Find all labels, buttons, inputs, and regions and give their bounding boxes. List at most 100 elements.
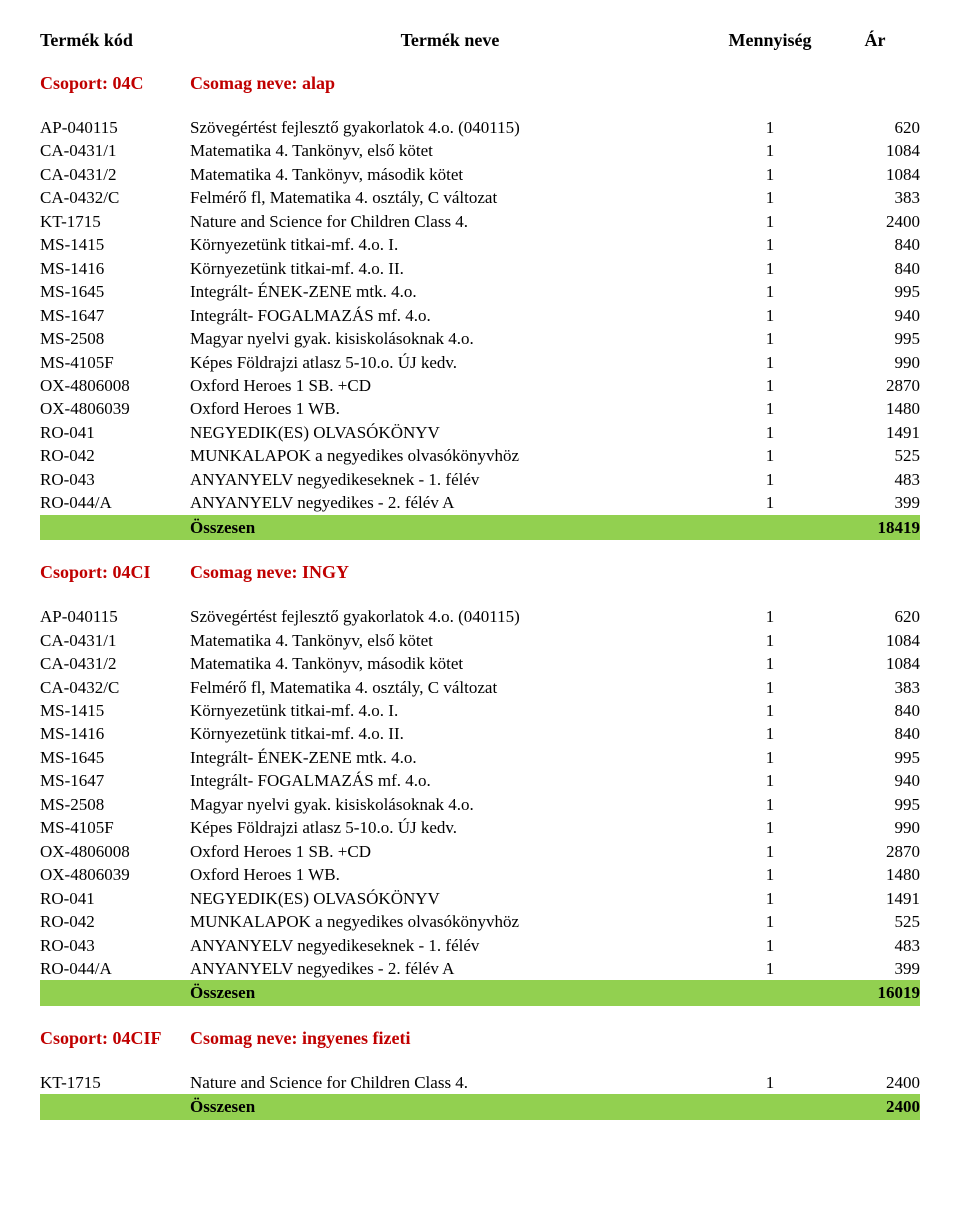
product-qty: 1: [710, 421, 830, 444]
group-header: Csoport: 04CIFCsomag neve: ingyenes fize…: [40, 1028, 920, 1049]
product-code: CA-0432/C: [40, 186, 190, 209]
table-row: CA-0431/1Matematika 4. Tankönyv, első kö…: [40, 629, 920, 652]
product-qty: 1: [710, 327, 830, 350]
table-row: MS-1647Integrált- FOGALMAZÁS mf. 4.o.194…: [40, 769, 920, 792]
product-name: Szövegértést fejlesztő gyakorlatok 4.o. …: [190, 116, 710, 139]
product-name: Nature and Science for Children Class 4.: [190, 210, 710, 233]
product-qty: 1: [710, 233, 830, 256]
product-name: ANYANYELV negyedikeseknek - 1. félév: [190, 934, 710, 957]
product-price: 483: [830, 468, 920, 491]
groups-container: Csoport: 04CCsomag neve: alapAP-040115Sz…: [40, 73, 920, 1120]
product-code: AP-040115: [40, 605, 190, 628]
product-price: 1084: [830, 139, 920, 162]
product-name: Matematika 4. Tankönyv, második kötet: [190, 652, 710, 675]
product-qty: 1: [710, 351, 830, 374]
table-row: RO-043ANYANYELV negyedikeseknek - 1. fél…: [40, 934, 920, 957]
table-row: MS-1645Integrált- ÉNEK-ZENE mtk. 4.o.199…: [40, 280, 920, 303]
product-code: RO-043: [40, 468, 190, 491]
table-row: OX-4806008Oxford Heroes 1 SB. +CD12870: [40, 374, 920, 397]
product-code: CA-0432/C: [40, 676, 190, 699]
product-price: 620: [830, 605, 920, 628]
group-package-name: Csomag neve: alap: [190, 73, 920, 94]
table-row: RO-041NEGYEDIK(ES) OLVASÓKÖNYV11491: [40, 887, 920, 910]
product-code: MS-4105F: [40, 816, 190, 839]
group-package-name: Csomag neve: INGY: [190, 562, 920, 583]
product-code: MS-1416: [40, 257, 190, 280]
column-header-qty: Mennyiség: [710, 30, 830, 51]
product-name: Matematika 4. Tankönyv, második kötet: [190, 163, 710, 186]
total-label: Összesen: [190, 515, 710, 541]
group-code: Csoport: 04CI: [40, 562, 190, 583]
product-qty: 1: [710, 468, 830, 491]
product-price: 1491: [830, 887, 920, 910]
product-name: NEGYEDIK(ES) OLVASÓKÖNYV: [190, 887, 710, 910]
product-price: 1084: [830, 652, 920, 675]
column-header-name: Termék neve: [190, 30, 710, 51]
product-price: 1480: [830, 397, 920, 420]
product-price: 2870: [830, 840, 920, 863]
product-name: Matematika 4. Tankönyv, első kötet: [190, 139, 710, 162]
product-price: 1480: [830, 863, 920, 886]
product-qty: 1: [710, 934, 830, 957]
product-code: MS-1647: [40, 769, 190, 792]
product-qty: 1: [710, 163, 830, 186]
product-code: OX-4806039: [40, 863, 190, 886]
product-qty: 1: [710, 840, 830, 863]
product-qty: 1: [710, 1071, 830, 1094]
product-price: 1084: [830, 163, 920, 186]
product-name: ANYANYELV negyedikes - 2. félév A: [190, 491, 710, 514]
product-name: Felmérő fl, Matematika 4. osztály, C vál…: [190, 186, 710, 209]
table-row: MS-4105FKépes Földrajzi atlasz 5-10.o. Ú…: [40, 816, 920, 839]
group-package-name: Csomag neve: ingyenes fizeti: [190, 1028, 920, 1049]
product-name: Nature and Science for Children Class 4.: [190, 1071, 710, 1094]
product-name: Magyar nyelvi gyak. kisiskolásoknak 4.o.: [190, 793, 710, 816]
product-qty: 1: [710, 280, 830, 303]
table-row: MS-1647Integrált- FOGALMAZÁS mf. 4.o.194…: [40, 304, 920, 327]
table-row: AP-040115Szövegértést fejlesztő gyakorla…: [40, 605, 920, 628]
product-price: 525: [830, 910, 920, 933]
group-block: Csoport: 04CIFCsomag neve: ingyenes fize…: [40, 1028, 920, 1120]
table-row: OX-4806039Oxford Heroes 1 WB.11480: [40, 397, 920, 420]
table-row: RO-042MUNKALAPOK a negyedikes olvasóköny…: [40, 444, 920, 467]
product-name: Képes Földrajzi atlasz 5-10.o. ÚJ kedv.: [190, 351, 710, 374]
product-code: RO-044/A: [40, 491, 190, 514]
product-qty: 1: [710, 397, 830, 420]
product-name: Képes Földrajzi atlasz 5-10.o. ÚJ kedv.: [190, 816, 710, 839]
product-name: ANYANYELV negyedikes - 2. félév A: [190, 957, 710, 980]
product-code: RO-043: [40, 934, 190, 957]
total-row: Összesen2400: [40, 1094, 920, 1120]
table-row: CA-0431/2Matematika 4. Tankönyv, második…: [40, 652, 920, 675]
table-row: KT-1715Nature and Science for Children C…: [40, 1071, 920, 1094]
product-qty: 1: [710, 210, 830, 233]
column-header-price: Ár: [830, 30, 920, 51]
product-code: CA-0431/2: [40, 652, 190, 675]
table-row: RO-042MUNKALAPOK a negyedikes olvasóköny…: [40, 910, 920, 933]
product-qty: 1: [710, 957, 830, 980]
column-header-row: Termék kód Termék neve Mennyiség Ár: [40, 30, 920, 51]
product-price: 990: [830, 351, 920, 374]
product-code: MS-1415: [40, 699, 190, 722]
product-qty: 1: [710, 374, 830, 397]
product-code: MS-1645: [40, 746, 190, 769]
product-name: Matematika 4. Tankönyv, első kötet: [190, 629, 710, 652]
product-qty: 1: [710, 769, 830, 792]
table-row: MS-2508Magyar nyelvi gyak. kisiskolásokn…: [40, 327, 920, 350]
product-qty: 1: [710, 139, 830, 162]
table-row: MS-1416Környezetünk titkai-mf. 4.o. II.1…: [40, 257, 920, 280]
table-row: MS-2508Magyar nyelvi gyak. kisiskolásokn…: [40, 793, 920, 816]
product-code: MS-1416: [40, 722, 190, 745]
product-price: 990: [830, 816, 920, 839]
product-code: KT-1715: [40, 210, 190, 233]
table-row: MS-1415Környezetünk titkai-mf. 4.o. I.18…: [40, 699, 920, 722]
product-price: 995: [830, 280, 920, 303]
product-price: 840: [830, 257, 920, 280]
group-code: Csoport: 04C: [40, 73, 190, 94]
product-name: Oxford Heroes 1 WB.: [190, 397, 710, 420]
product-name: MUNKALAPOK a negyedikes olvasókönyvhöz: [190, 444, 710, 467]
group-header: Csoport: 04CCsomag neve: alap: [40, 73, 920, 94]
table-row: RO-043ANYANYELV negyedikeseknek - 1. fél…: [40, 468, 920, 491]
product-price: 2400: [830, 1071, 920, 1094]
product-qty: 1: [710, 186, 830, 209]
product-price: 399: [830, 491, 920, 514]
table-row: CA-0432/CFelmérő fl, Matematika 4. osztá…: [40, 676, 920, 699]
